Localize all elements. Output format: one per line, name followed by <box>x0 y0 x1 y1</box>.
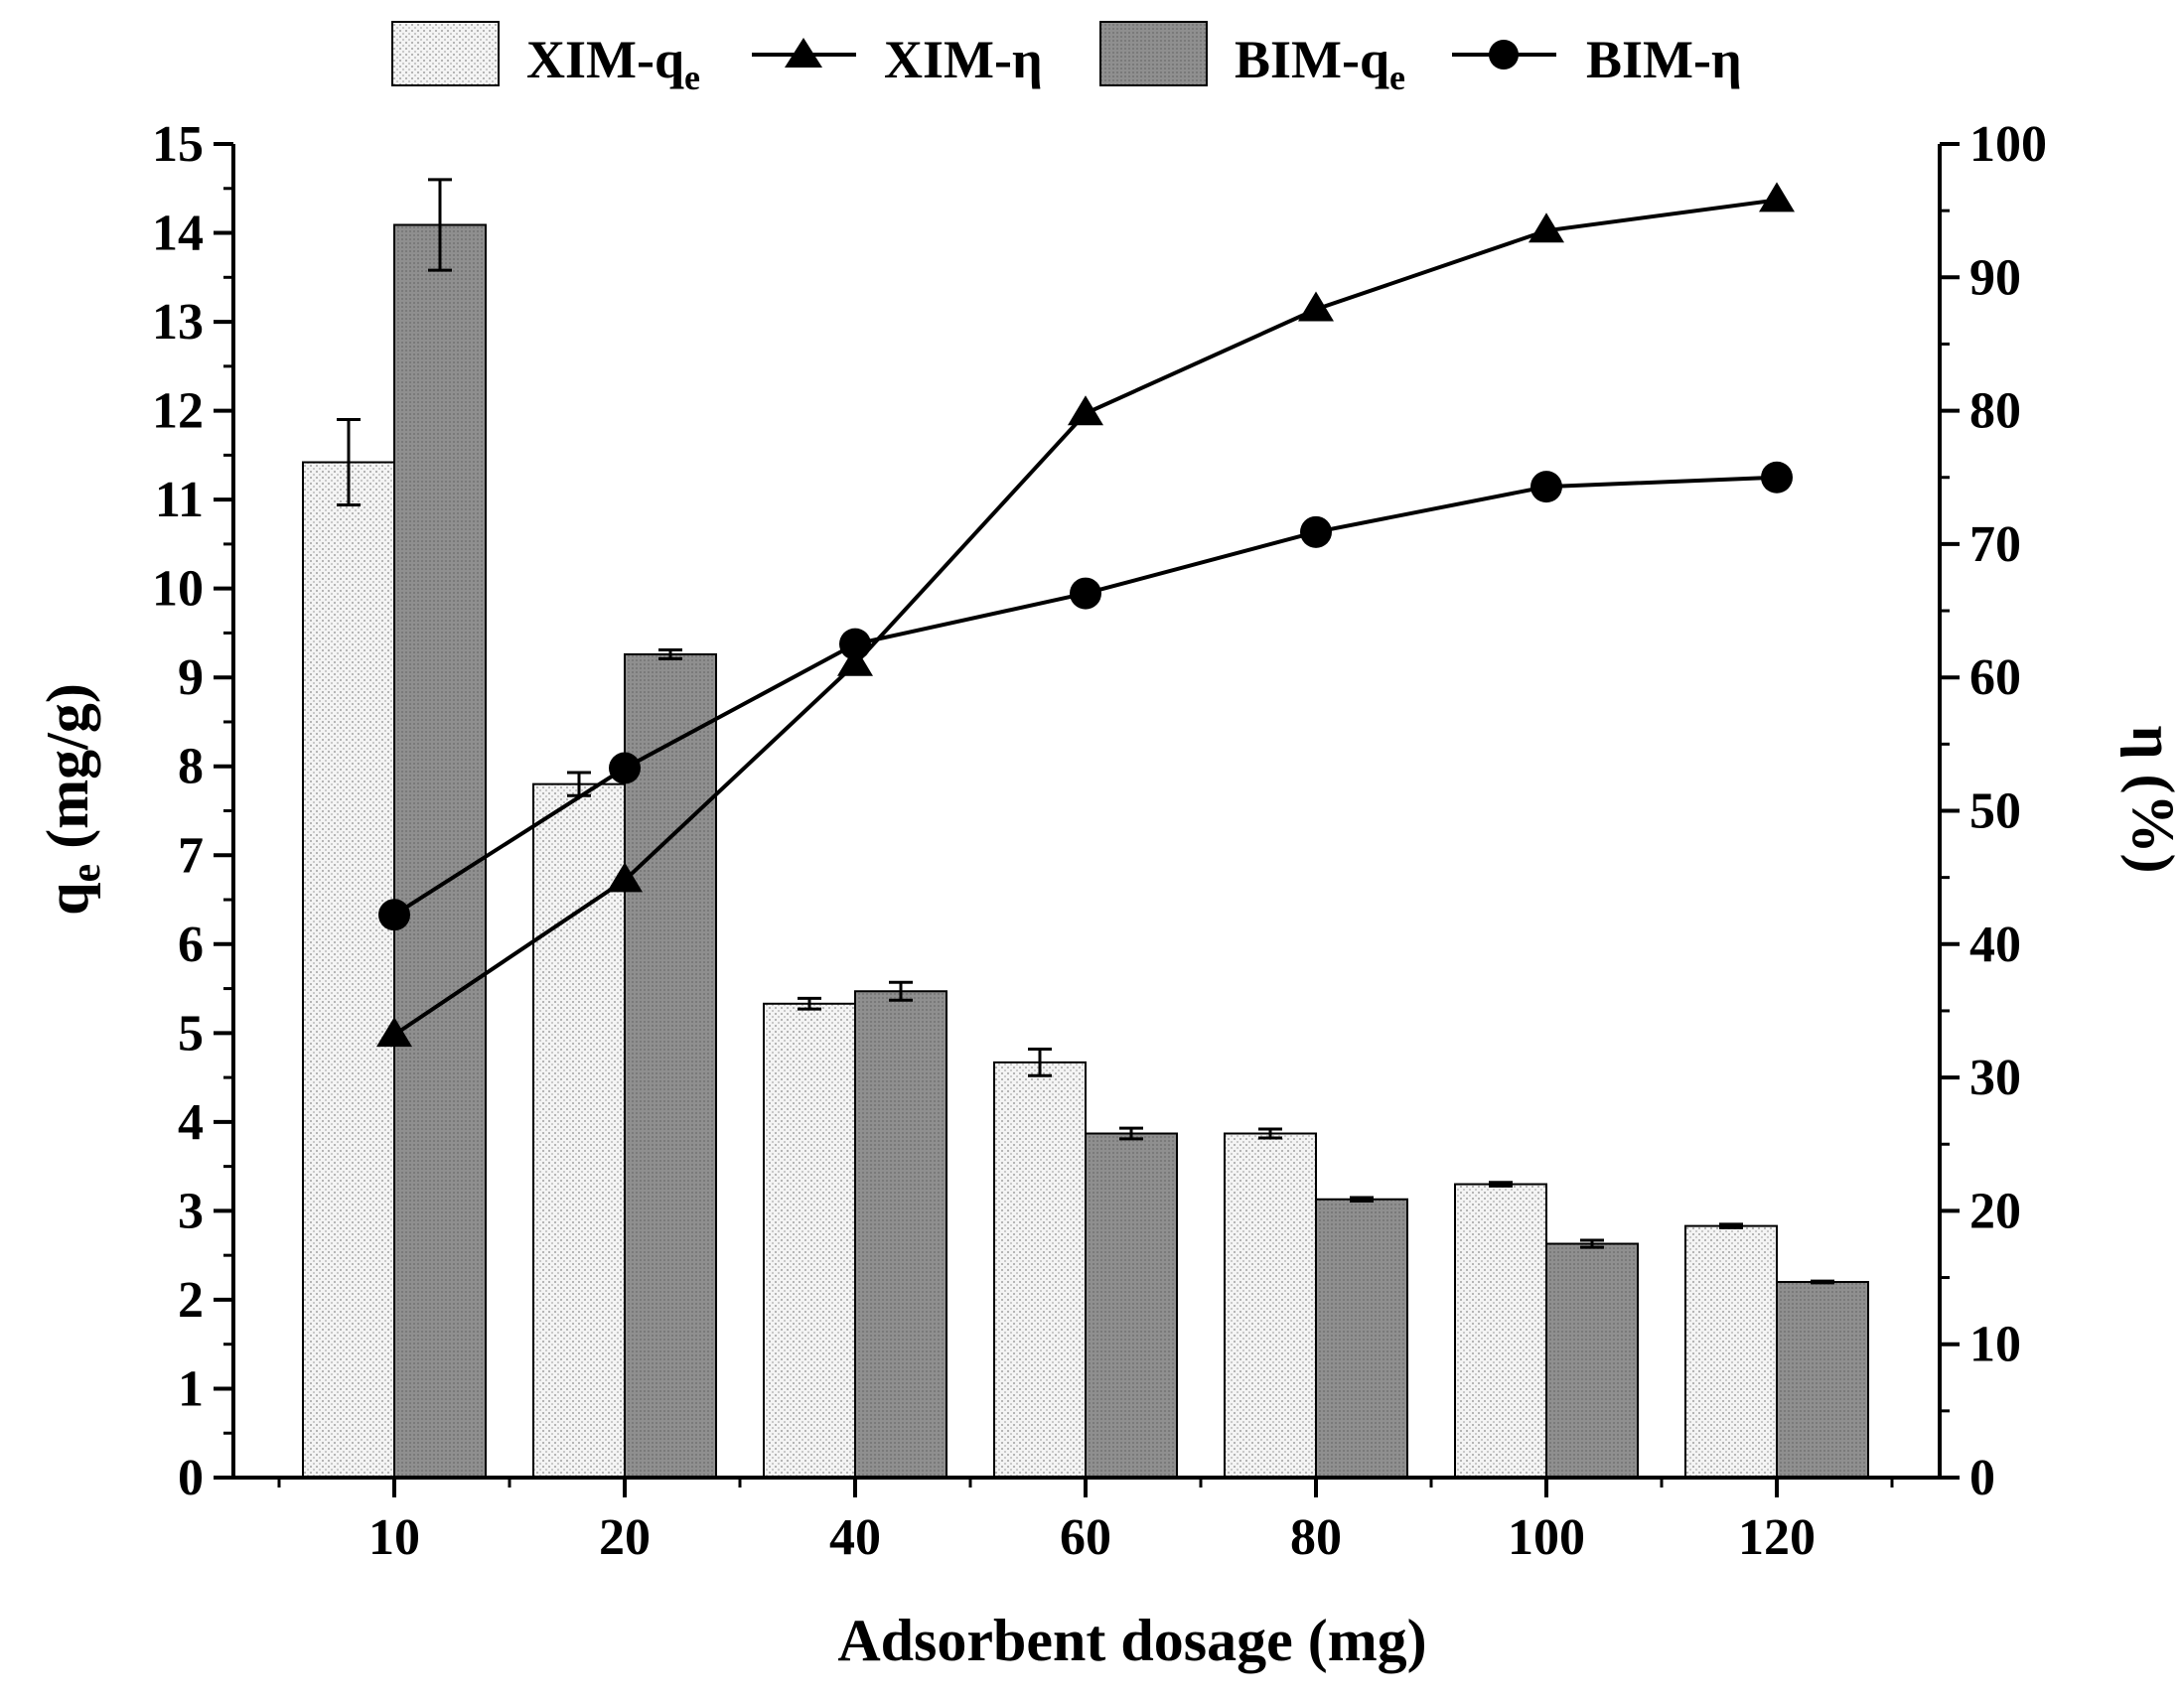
y-tick-label-1: 1 <box>178 1360 204 1417</box>
point-xim-η-60 <box>1068 395 1103 426</box>
x-tick-label-80: 80 <box>1290 1509 1342 1566</box>
point-xim-η-40 <box>837 645 873 676</box>
y-tick-label-6: 6 <box>178 917 204 973</box>
y-tick-label-0: 0 <box>178 1450 204 1506</box>
legend-label-bim-eta: BIM-η <box>1586 30 1742 89</box>
x-tick-label-120: 120 <box>1738 1509 1816 1566</box>
point-xim-η-10 <box>376 1017 412 1048</box>
x-tick-label-100: 100 <box>1508 1509 1585 1566</box>
point-bim-η-60 <box>1070 577 1101 610</box>
error-bar-bim-qe-40 <box>889 980 913 1002</box>
y-tick-label-13: 13 <box>152 294 204 351</box>
point-xim-η-20 <box>607 862 643 893</box>
y2-tick-label-90: 90 <box>1969 249 2021 306</box>
point-bim-η-40 <box>839 628 871 660</box>
y2-axis-title: η (%) <box>2120 725 2184 873</box>
legend-swatch-bim-qe <box>1099 21 1208 86</box>
error-bar-xim-qe-60 <box>1028 1047 1052 1077</box>
y-tick-label-8: 8 <box>178 739 204 795</box>
bar-bim-qe-60 <box>1085 1132 1178 1479</box>
point-xim-η-120 <box>1759 182 1795 213</box>
x-tick-label-60: 60 <box>1060 1509 1111 1566</box>
error-bar-xim-qe-40 <box>798 996 821 1011</box>
y-tick-label-14: 14 <box>152 206 204 262</box>
error-bar-bim-qe-100 <box>1580 1238 1604 1249</box>
error-bar-bim-qe-60 <box>1119 1126 1143 1141</box>
bar-xim-qe-10 <box>302 461 395 1479</box>
error-bar-bim-qe-10 <box>428 178 452 272</box>
y-axis-title: qe (mg/g) <box>35 683 109 916</box>
y-tick-label-4: 4 <box>178 1094 204 1151</box>
y2-tick-label-40: 40 <box>1969 917 2021 973</box>
point-bim-η-80 <box>1300 515 1332 548</box>
y2-tick-label-0: 0 <box>1969 1450 1995 1506</box>
legend-label-bim-qe: BIM-qe <box>1235 30 1405 97</box>
legend: XIM-qe XIM-η BIM-qe BIM-η <box>391 21 1742 97</box>
legend-swatch-xim-qe <box>391 21 500 86</box>
x-tick-label-40: 40 <box>829 1509 881 1566</box>
y2-tick-label-80: 80 <box>1969 383 2021 440</box>
point-bim-η-120 <box>1761 461 1793 494</box>
legend-marker-circle-icon <box>1489 40 1519 70</box>
y-tick-label-12: 12 <box>152 383 204 440</box>
point-xim-η-100 <box>1529 213 1564 243</box>
y2-tick-label-60: 60 <box>1969 649 2021 706</box>
y-tick-label-5: 5 <box>178 1005 204 1062</box>
x-tick-label-20: 20 <box>599 1509 651 1566</box>
bar-bim-qe-100 <box>1545 1242 1639 1480</box>
error-bar-xim-qe-10 <box>337 418 361 507</box>
x-axis-title: Adsorbent dosage (mg) <box>837 1608 1426 1673</box>
bar-xim-qe-20 <box>532 782 626 1479</box>
point-bim-η-20 <box>609 752 641 784</box>
error-bar-bim-qe-120 <box>1811 1279 1834 1285</box>
y-tick-label-15: 15 <box>152 116 204 173</box>
error-bar-bim-qe-20 <box>658 647 682 660</box>
lines-layer <box>376 182 1795 1048</box>
bar-xim-qe-60 <box>993 1061 1087 1479</box>
legend-label-xim-qe: XIM-qe <box>526 30 700 97</box>
tick-labels-layer: 10 20 40 60 80 100 120012345678910111213141501… <box>152 116 2047 1566</box>
error-bar-xim-qe-120 <box>1719 1222 1743 1229</box>
bar-bim-qe-10 <box>393 223 487 1479</box>
y2-tick-label-20: 20 <box>1969 1183 2021 1239</box>
error-bar-xim-qe-100 <box>1489 1181 1513 1188</box>
error-bar-xim-qe-80 <box>1258 1127 1282 1140</box>
bar-bim-qe-120 <box>1776 1281 1869 1479</box>
axes-layer <box>214 142 1960 1497</box>
bar-xim-qe-80 <box>1224 1132 1317 1479</box>
y-tick-label-2: 2 <box>178 1272 204 1329</box>
y2-tick-label-10: 10 <box>1969 1317 2021 1373</box>
y2-tick-label-70: 70 <box>1969 516 2021 573</box>
bar-xim-qe-100 <box>1454 1183 1547 1480</box>
bar-xim-qe-40 <box>763 1002 856 1480</box>
bar-xim-qe-120 <box>1684 1224 1778 1480</box>
y-tick-label-11: 11 <box>155 472 204 528</box>
y-tick-label-7: 7 <box>178 827 204 884</box>
y-tick-label-3: 3 <box>178 1183 204 1239</box>
legend-label-xim-eta: XIM-η <box>884 30 1043 89</box>
error-bars-layer <box>337 178 1834 1285</box>
error-bar-bim-qe-80 <box>1350 1196 1374 1204</box>
point-xim-η-80 <box>1298 291 1334 322</box>
bar-bim-qe-20 <box>624 652 717 1479</box>
point-bim-η-100 <box>1530 471 1562 503</box>
bars-layer <box>302 223 1869 1480</box>
point-bim-η-10 <box>378 899 410 931</box>
y2-tick-label-100: 100 <box>1969 116 2047 173</box>
bar-bim-qe-80 <box>1315 1198 1408 1479</box>
y2-tick-label-30: 30 <box>1969 1050 2021 1106</box>
y2-tick-label-50: 50 <box>1969 783 2021 840</box>
bar-bim-qe-40 <box>854 990 947 1480</box>
x-tick-label-10: 10 <box>368 1509 420 1566</box>
legend-marker-triangle-icon <box>785 38 822 68</box>
y-tick-label-9: 9 <box>178 649 204 706</box>
y-tick-label-10: 10 <box>152 561 204 618</box>
